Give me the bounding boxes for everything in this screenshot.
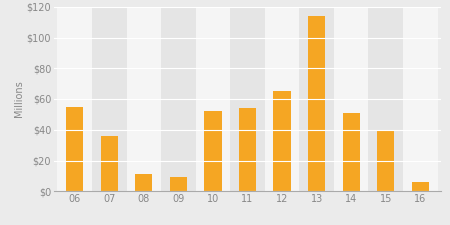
Bar [412,182,429,191]
Bar [92,7,126,191]
Bar [265,7,299,191]
Bar [135,174,153,191]
Bar [403,7,437,191]
Bar [170,177,187,191]
Bar [196,7,230,191]
Bar [239,108,256,191]
Bar [230,7,265,191]
Bar [274,91,291,191]
Bar [299,7,334,191]
Bar [308,16,325,191]
Bar [334,7,369,191]
Y-axis label: Millions: Millions [14,81,24,117]
Bar [66,107,83,191]
Bar [369,7,403,191]
Bar [204,111,221,191]
Bar [161,7,196,191]
Bar [58,7,92,191]
Bar [377,131,394,191]
Bar [126,7,161,191]
Bar [101,136,118,191]
Bar [342,113,360,191]
